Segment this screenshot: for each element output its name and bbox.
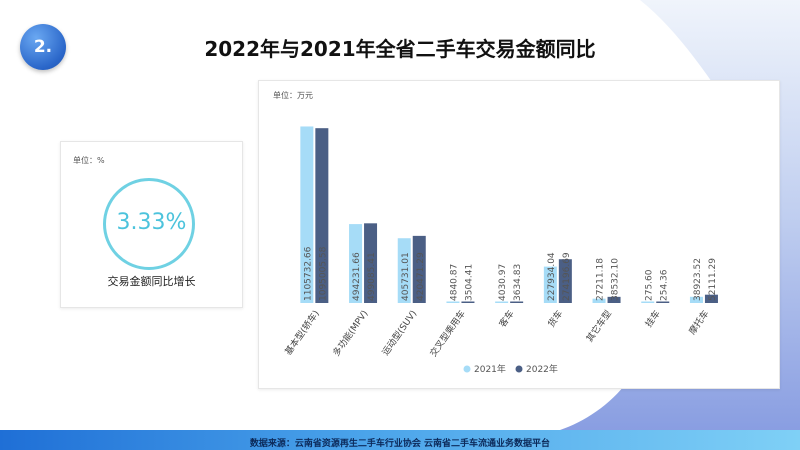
bar-data-label: 3504.41 bbox=[464, 264, 474, 301]
legend-marker bbox=[515, 365, 523, 373]
bar-2022 bbox=[704, 294, 718, 303]
bar-2021 bbox=[495, 301, 509, 303]
legend-marker bbox=[463, 365, 471, 373]
bar-data-label: 420471.29 bbox=[416, 252, 426, 301]
bar-data-label: 38923.52 bbox=[693, 258, 703, 301]
bar-2022 bbox=[461, 301, 475, 303]
bar-data-label: 52111.29 bbox=[708, 258, 718, 301]
bar-data-label: 494231.66 bbox=[352, 252, 362, 301]
legend-label: 2022年 bbox=[526, 363, 558, 375]
bar-2022 bbox=[558, 259, 572, 303]
bar-2021 bbox=[641, 301, 655, 303]
bar-data-label: 38532.10 bbox=[611, 258, 621, 301]
bar-data-label: 1095005.58 bbox=[318, 246, 328, 301]
transaction-amount-chart-card: 单位：万元 1105732.66 1095005.58 基本型(轿车) 494231.… bbox=[258, 80, 780, 389]
bar-2021 bbox=[543, 266, 557, 303]
bar-2022 bbox=[607, 296, 621, 303]
bar-2021 bbox=[689, 296, 703, 303]
bar-2022 bbox=[656, 301, 670, 303]
bar-2021 bbox=[397, 238, 411, 303]
bar-data-label: 275.60 bbox=[644, 269, 654, 301]
section-number-badge: 2. bbox=[20, 24, 66, 70]
chart-unit-label: 单位：万元 bbox=[273, 91, 313, 100]
growth-ring bbox=[103, 178, 195, 270]
bar-2022 bbox=[510, 301, 524, 303]
bar-2021 bbox=[300, 126, 314, 303]
category-label: 挂车 bbox=[643, 308, 663, 330]
growth-rate-card: 单位：% 3.33% 交易金额同比增长 bbox=[60, 141, 243, 308]
growth-rate-value: 3.33% bbox=[116, 210, 187, 235]
footer-data-source: 数据来源：云南省资源再生二手车行业协会 云南省二手车流通业务数据平台 bbox=[249, 439, 551, 449]
category-label: 其它车型 bbox=[584, 308, 614, 344]
category-label: 多功能(MPV) bbox=[330, 308, 370, 359]
growth-unit-label: 单位：% bbox=[73, 156, 105, 165]
bar-data-label: 499085.41 bbox=[367, 252, 377, 301]
bar-data-label: 27211.18 bbox=[596, 258, 606, 301]
bar-2021 bbox=[446, 301, 460, 303]
category-label: 交叉型乘用车 bbox=[427, 308, 468, 359]
bar-data-label: 227934.04 bbox=[547, 252, 557, 301]
bar-2021 bbox=[592, 298, 606, 303]
category-label: 客车 bbox=[496, 308, 516, 330]
category-label: 摩托车 bbox=[686, 308, 711, 337]
transaction-amount-bar-chart: 1105732.66 1095005.58 基本型(轿车) 494231.66 4990… bbox=[282, 126, 718, 375]
bar-data-label: 1105732.66 bbox=[303, 246, 313, 301]
growth-rate-caption: 交易金额同比增长 bbox=[107, 275, 196, 288]
bar-2021 bbox=[349, 224, 363, 303]
category-label: 货车 bbox=[545, 308, 565, 330]
bar-data-label: 4030.97 bbox=[498, 264, 508, 301]
bar-2022 bbox=[412, 235, 426, 303]
bar-data-label: 4840.87 bbox=[449, 264, 459, 301]
page-title: 2022年与2021年全省二手车交易金额同比 bbox=[204, 37, 596, 61]
category-label: 运动型(SUV) bbox=[380, 308, 419, 357]
legend-label: 2021年 bbox=[474, 363, 506, 375]
footer-bar bbox=[0, 430, 800, 450]
bar-data-label: 254.36 bbox=[659, 269, 669, 301]
bar-data-label: 405731.01 bbox=[401, 252, 411, 301]
bar-2022 bbox=[315, 128, 329, 303]
bar-data-label: 274196.69 bbox=[562, 252, 572, 301]
category-label: 基本型(轿车) bbox=[282, 308, 322, 358]
bar-2022 bbox=[364, 223, 378, 303]
bar-data-label: 3634.83 bbox=[513, 264, 523, 301]
